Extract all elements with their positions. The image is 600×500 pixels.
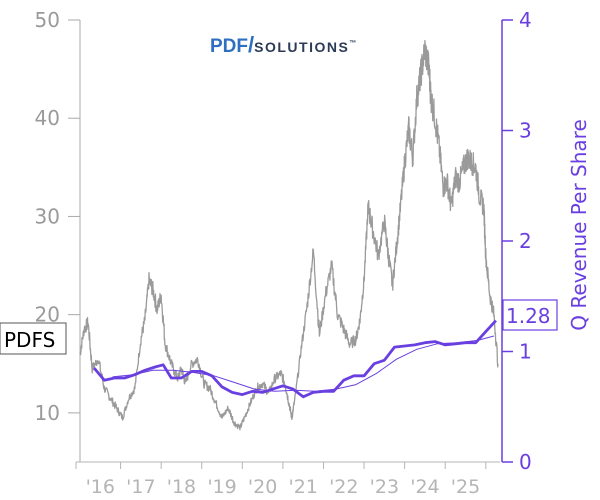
logo-part1: PDF	[210, 36, 248, 57]
x-tick-label: '23	[370, 476, 399, 498]
x-axis: '16 '17 '18 '19 '20 '21 '22 '23 '24 '25	[75, 461, 500, 498]
right-tick-label: 1	[519, 340, 532, 364]
x-tick-label: '25	[451, 476, 480, 498]
right-tick-label: 3	[519, 119, 532, 143]
x-tick-label: '19	[207, 476, 236, 498]
x-tick-label: '21	[288, 476, 317, 498]
series-line-2	[112, 335, 495, 392]
right-axis-label: Q Revenue Per Share	[567, 119, 591, 331]
x-tick-label: '17	[126, 476, 155, 498]
left-tick-label: 30	[35, 204, 60, 228]
series-layer	[79, 39, 499, 431]
series-line-1	[93, 319, 497, 399]
x-tick-label: '18	[167, 476, 196, 498]
right-tick-label: 0	[519, 450, 532, 474]
last-value-label: 1.28	[506, 304, 551, 328]
right-tick-label: 2	[519, 229, 532, 253]
ticker-box: PDFS	[0, 322, 67, 355]
logo-part2: SOLUTIONS	[254, 39, 349, 55]
logo-slash: /	[248, 32, 254, 57]
right-tick-label: 4	[519, 8, 532, 32]
left-tick-label: 10	[35, 401, 60, 425]
series-line-0	[79, 39, 499, 431]
pdf-solutions-logo: PDF/SOLUTIONS™	[210, 32, 356, 57]
left-tick-label: 40	[35, 106, 60, 130]
right-axis: 0 1 2 3 4	[501, 8, 532, 474]
x-tick-label: '22	[329, 476, 358, 498]
logo-tm: ™	[349, 40, 356, 47]
x-tick-label: '24	[410, 476, 439, 498]
x-tick-label: '20	[248, 476, 277, 498]
last-value-box: 1.28	[502, 299, 558, 331]
svg-text:PDF/SOLUTIONS™: PDF/SOLUTIONS™	[210, 32, 356, 57]
ticker-label: PDFS	[4, 328, 55, 352]
x-tick-label: '16	[86, 476, 115, 498]
left-tick-label: 50	[35, 8, 60, 32]
